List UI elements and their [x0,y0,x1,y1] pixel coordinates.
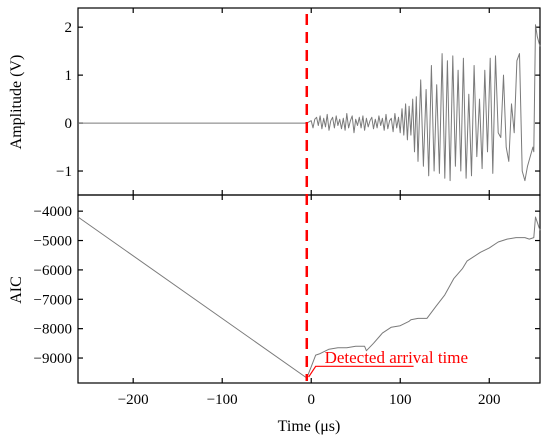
x-tick-label: 100 [389,392,412,408]
bottom-series-line [77,216,541,379]
top-y-tick-label: −1 [56,164,72,180]
top-plot-frame [77,7,541,196]
bottom-y-tick-label: −7000 [34,292,72,308]
bottom-y-tick-label: −8000 [34,322,72,338]
top-series-layer [78,24,541,182]
bottom-y-tick-label: −5000 [34,234,72,250]
x-tick-label: 200 [478,392,501,408]
top-y-axis-title: Amplitude (V) [8,55,25,150]
bottom-y-tick-label: −9000 [34,351,72,367]
bottom-panel: −9000 −8000 −7000 −6000 −5000 −4000 −200 −100 0 1… [8,194,541,435]
x-tick-label: 0 [307,392,315,408]
bottom-y-tick-label: −4000 [34,204,72,220]
top-series-line [78,24,541,182]
x-axis-title: Time (μs) [278,418,341,435]
bottom-y-axis-title: AIC [8,276,25,304]
arrival-pointer [308,365,414,378]
bottom-axis-ticks: −9000 −8000 −7000 −6000 −5000 −4000 −200 −100 0 1… [34,195,540,408]
x-tick-label: −100 [207,392,238,408]
top-y-tick-label: 0 [65,116,73,132]
bottom-series-layer [77,216,541,379]
top-panel: −1 0 1 2 Amplitude (V) [8,7,541,196]
x-tick-label: −200 [118,392,149,408]
top-y-tick-label: 2 [65,20,73,36]
bottom-plot-frame [77,194,541,384]
detection-overlay: Detected arrival time [305,14,468,381]
arrival-label: Detected arrival time [325,348,468,367]
top-y-ticks: −1 0 1 2 [56,8,540,195]
bottom-y-tick-label: −6000 [34,263,72,279]
top-y-tick-label: 1 [65,68,73,84]
